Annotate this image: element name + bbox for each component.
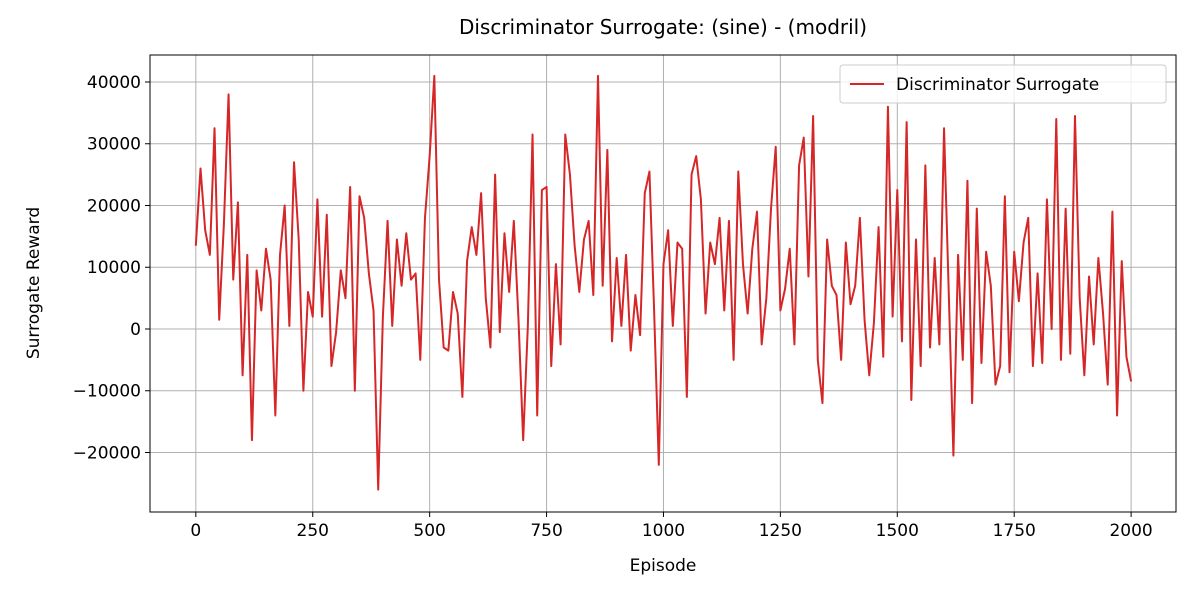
y-tick-label: 40000 xyxy=(87,73,141,93)
y-tick-label: 10000 xyxy=(87,258,141,278)
y-tick-label: 0 xyxy=(130,320,141,340)
x-tick-label: 0 xyxy=(190,521,201,541)
data-line xyxy=(194,74,1133,491)
y-axis-label: Surrogate Reward xyxy=(24,207,44,359)
x-tick-label: 1000 xyxy=(642,521,685,541)
x-tick-label: 1500 xyxy=(876,521,919,541)
y-tick-label: −10000 xyxy=(73,382,141,402)
x-tick-label: 1250 xyxy=(759,521,802,541)
plot-frame xyxy=(149,54,1177,513)
x-tick-label: 500 xyxy=(413,521,445,541)
x-tick-label: 250 xyxy=(297,521,329,541)
chart-title: Discriminator Surrogate: (sine) - (modri… xyxy=(459,15,867,39)
legend-box xyxy=(839,64,1167,104)
x-tick-label: 750 xyxy=(530,521,562,541)
x-tick-label: 2000 xyxy=(1109,521,1152,541)
y-tick-label: 20000 xyxy=(87,196,141,216)
x-tick-label: 1750 xyxy=(993,521,1036,541)
legend-label: Discriminator Surrogate xyxy=(896,75,1099,95)
y-tick-label: −20000 xyxy=(73,443,141,463)
x-axis-label: Episode xyxy=(630,556,697,576)
y-tick-label: 30000 xyxy=(87,135,141,155)
